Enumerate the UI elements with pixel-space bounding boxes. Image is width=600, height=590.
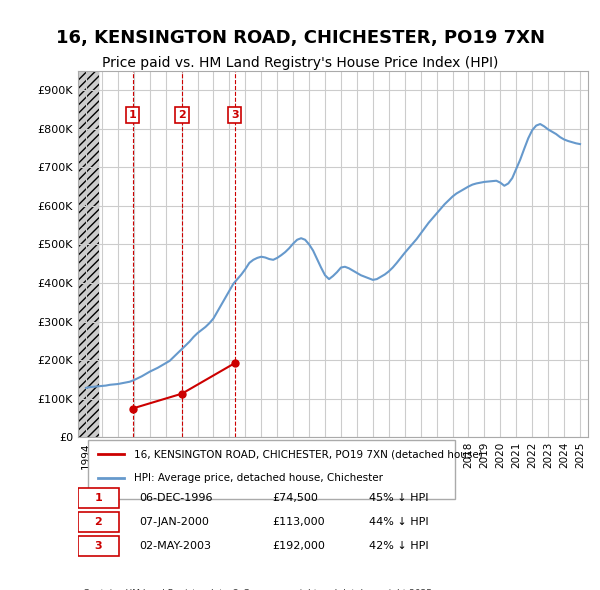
Bar bbox=[78, 71, 99, 437]
Text: HPI: Average price, detached house, Chichester: HPI: Average price, detached house, Chic… bbox=[134, 473, 383, 483]
Text: 06-DEC-1996: 06-DEC-1996 bbox=[139, 493, 212, 503]
FancyBboxPatch shape bbox=[78, 488, 119, 508]
Text: 2: 2 bbox=[178, 110, 186, 120]
Text: 16, KENSINGTON ROAD, CHICHESTER, PO19 7XN: 16, KENSINGTON ROAD, CHICHESTER, PO19 7X… bbox=[56, 30, 545, 48]
Text: 2: 2 bbox=[95, 517, 102, 527]
Text: £113,000: £113,000 bbox=[272, 517, 325, 527]
Text: 16, KENSINGTON ROAD, CHICHESTER, PO19 7XN (detached house): 16, KENSINGTON ROAD, CHICHESTER, PO19 7X… bbox=[134, 449, 483, 459]
FancyBboxPatch shape bbox=[78, 536, 119, 556]
Text: 1: 1 bbox=[128, 110, 136, 120]
Bar bbox=[78, 71, 99, 437]
Text: Price paid vs. HM Land Registry's House Price Index (HPI): Price paid vs. HM Land Registry's House … bbox=[102, 56, 498, 70]
Text: 44% ↓ HPI: 44% ↓ HPI bbox=[368, 517, 428, 527]
FancyBboxPatch shape bbox=[78, 512, 119, 532]
FancyBboxPatch shape bbox=[88, 440, 455, 499]
Text: 1: 1 bbox=[95, 493, 102, 503]
Text: £74,500: £74,500 bbox=[272, 493, 317, 503]
Text: 3: 3 bbox=[231, 110, 238, 120]
Text: 07-JAN-2000: 07-JAN-2000 bbox=[139, 517, 209, 527]
Text: 42% ↓ HPI: 42% ↓ HPI bbox=[368, 541, 428, 551]
Text: 02-MAY-2003: 02-MAY-2003 bbox=[139, 541, 211, 551]
Text: £192,000: £192,000 bbox=[272, 541, 325, 551]
Text: 45% ↓ HPI: 45% ↓ HPI bbox=[368, 493, 428, 503]
Text: 3: 3 bbox=[95, 541, 102, 551]
